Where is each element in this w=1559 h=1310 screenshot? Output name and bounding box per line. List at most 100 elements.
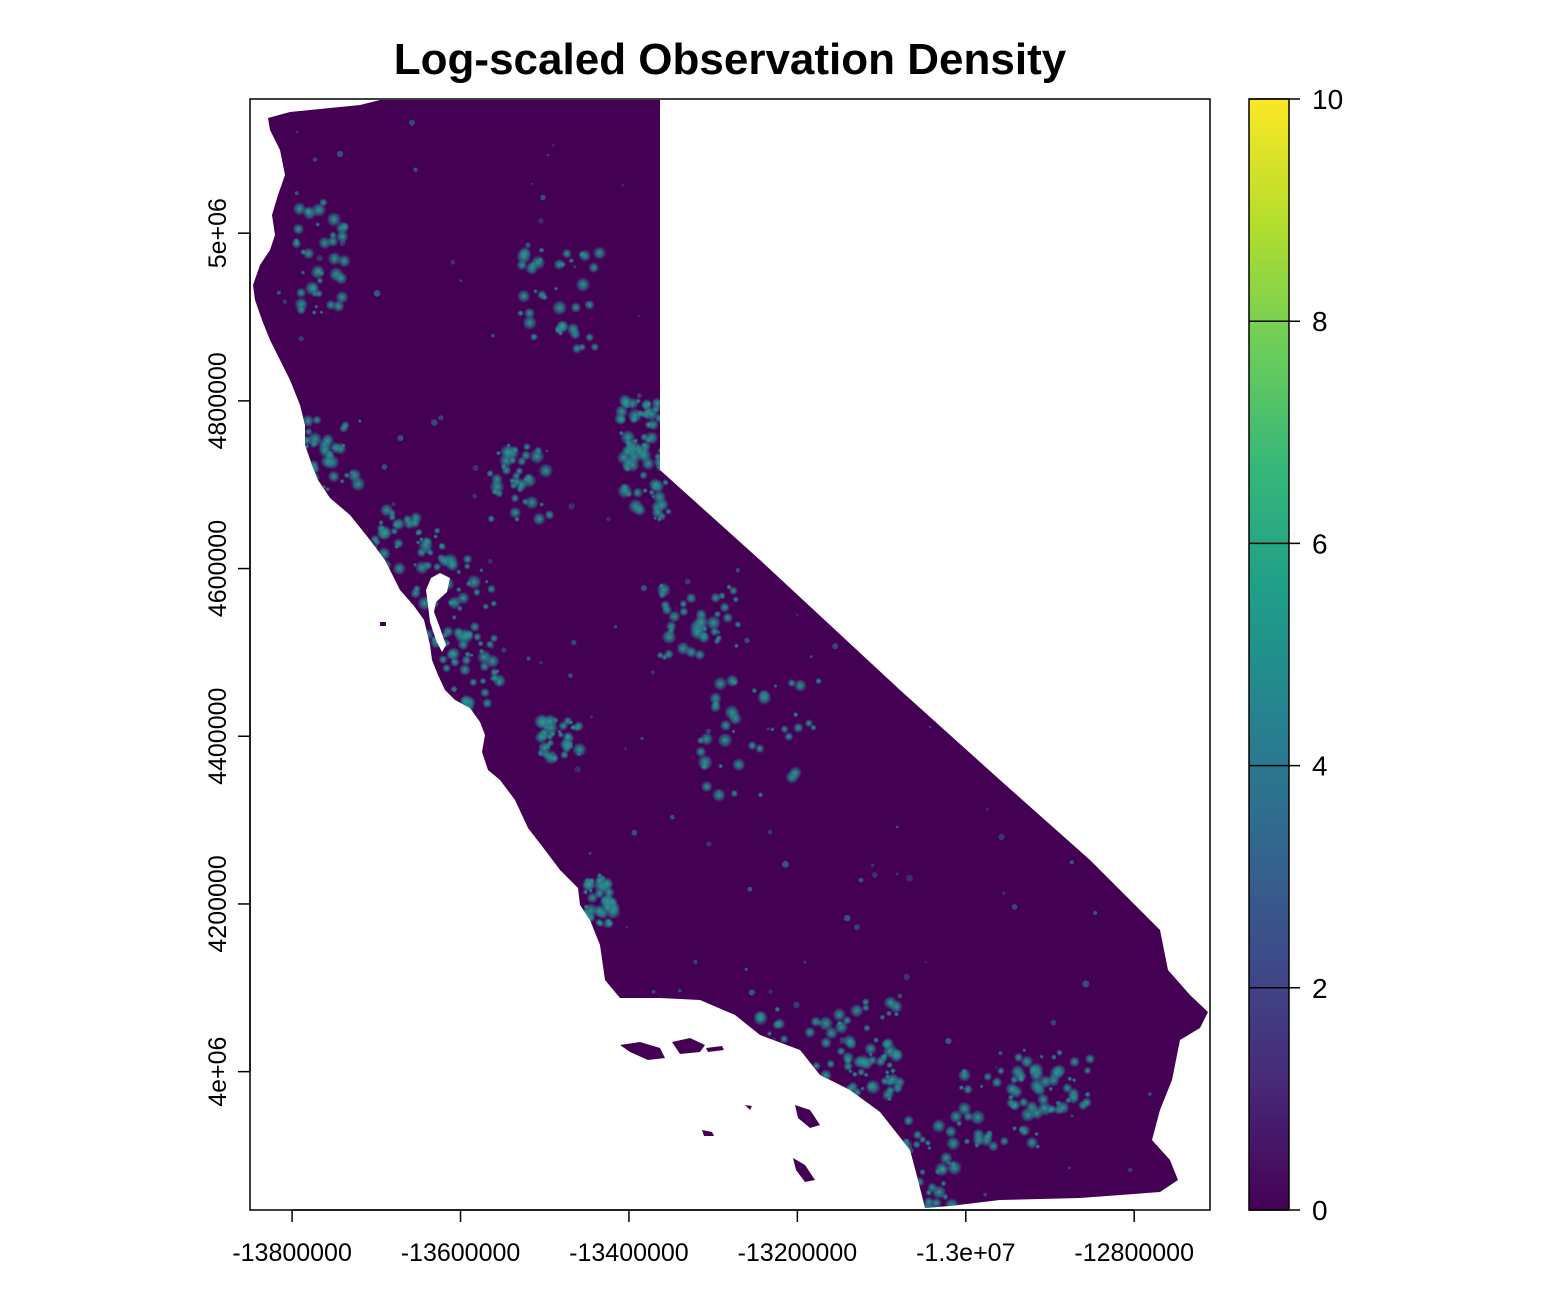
density-speck	[532, 512, 546, 526]
density-speck	[291, 699, 296, 703]
density-speck	[308, 283, 319, 293]
density-speck	[906, 874, 913, 882]
density-speck	[744, 967, 748, 971]
density-speck	[516, 248, 532, 265]
density-speck	[817, 546, 822, 550]
density-speck	[456, 569, 461, 575]
density-speck	[285, 805, 293, 813]
density-speck	[447, 647, 461, 661]
density-speck	[1190, 719, 1196, 724]
density-speck	[263, 1074, 270, 1081]
density-speck	[515, 466, 524, 476]
density-speck	[514, 516, 520, 523]
density-speck	[705, 728, 711, 734]
density-speck	[661, 604, 673, 616]
density-speck	[312, 157, 318, 162]
density-speck	[473, 632, 482, 642]
density-speck	[584, 301, 590, 307]
density-speck	[283, 600, 287, 605]
density-speck	[753, 1197, 759, 1202]
density-speck	[334, 532, 339, 537]
legend-tick-label: 8	[1312, 306, 1328, 337]
density-speck	[357, 419, 362, 424]
density-speck	[294, 492, 306, 504]
island	[745, 1105, 752, 1110]
density-speck	[1084, 1053, 1096, 1065]
density-speck	[1011, 1125, 1018, 1132]
density-speck	[458, 663, 472, 676]
density-speck	[415, 540, 421, 545]
density-speck	[903, 1115, 915, 1126]
density-speck	[1141, 289, 1145, 293]
density-speck	[568, 503, 575, 510]
density-speck	[315, 221, 321, 227]
density-speck	[438, 415, 444, 421]
density-speck	[812, 1061, 821, 1071]
density-speck	[339, 240, 346, 247]
density-speck	[277, 830, 282, 836]
density-speck	[409, 517, 421, 529]
density-speck	[561, 739, 574, 752]
san-francisco-bay	[426, 573, 450, 652]
density-speck	[774, 1006, 781, 1013]
density-speck	[656, 582, 672, 598]
density-speck	[864, 1042, 877, 1056]
density-speck	[1006, 163, 1009, 166]
density-speck	[957, 1068, 972, 1082]
density-speck	[826, 1059, 836, 1069]
density-speck	[512, 477, 521, 486]
density-speck	[586, 892, 599, 904]
density-speck	[983, 577, 988, 582]
density-speck	[265, 718, 270, 723]
density-speck	[266, 451, 270, 455]
density-speck	[605, 903, 621, 920]
density-speck	[438, 654, 448, 665]
density-speck	[766, 727, 770, 731]
density-speck	[1063, 220, 1070, 227]
density-speck	[1146, 659, 1151, 665]
density-speck	[486, 469, 494, 478]
density-speck	[755, 743, 765, 754]
density-speck	[678, 606, 689, 617]
x-tick-label: -13600000	[401, 1239, 521, 1267]
y-tick-label: 4e+06	[204, 1037, 232, 1107]
density-speck	[939, 1151, 953, 1165]
legend-colorbar	[1248, 98, 1290, 1211]
density-speck	[972, 1134, 985, 1147]
density-speck	[944, 1125, 958, 1138]
density-speck	[291, 238, 302, 249]
density-speck	[760, 417, 764, 421]
density-speck	[1077, 295, 1083, 301]
density-speck	[942, 720, 946, 724]
density-speck	[568, 257, 575, 264]
density-speck	[419, 1074, 423, 1078]
density-speck	[722, 612, 734, 624]
density-speck	[397, 435, 404, 442]
x-tick-label: -13400000	[569, 1239, 689, 1267]
density-speck	[935, 1211, 940, 1216]
density-speck	[529, 332, 539, 342]
density-speck	[854, 924, 860, 931]
density-speck	[1056, 1100, 1070, 1115]
density-speck	[550, 754, 559, 763]
density-speck	[836, 245, 840, 249]
density-speck	[572, 742, 587, 758]
density-speck	[1164, 930, 1172, 938]
density-speck	[435, 912, 443, 919]
density-speck	[653, 456, 666, 469]
density-speck	[331, 1087, 335, 1091]
density-speck	[320, 928, 323, 932]
density-speck	[1109, 444, 1115, 450]
density-speck	[676, 641, 691, 656]
density-speck	[991, 1076, 1003, 1088]
density-speck	[414, 560, 430, 575]
density-speck	[903, 973, 910, 981]
density-speck	[703, 419, 709, 424]
density-speck	[1096, 374, 1103, 380]
density-speck	[548, 730, 557, 738]
density-speck	[312, 415, 322, 425]
density-speck	[421, 536, 433, 547]
density-speck	[924, 1139, 932, 1147]
density-speck	[418, 657, 425, 665]
density-speck	[370, 534, 380, 544]
